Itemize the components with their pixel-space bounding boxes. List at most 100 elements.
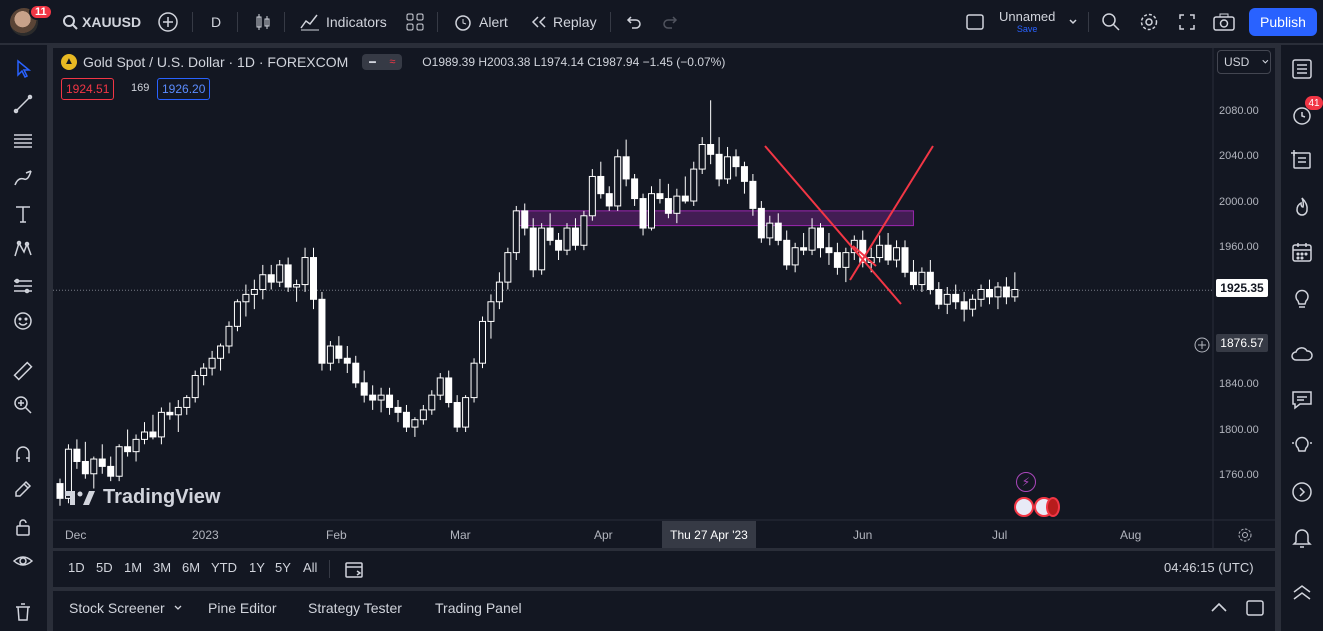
strategy-tester-tab[interactable]: Strategy Tester	[308, 600, 402, 616]
remove-drawings-tool[interactable]	[11, 600, 35, 624]
cloud-icon	[1291, 347, 1313, 361]
candle-body	[462, 397, 470, 428]
alert-label: Alert	[479, 14, 508, 30]
watchlist-button[interactable]	[1290, 57, 1314, 81]
lightbulb-icon	[1295, 289, 1309, 308]
range-3m[interactable]: 3M	[153, 560, 172, 575]
maximize-panel-icon[interactable]	[1245, 599, 1265, 617]
pattern-tool[interactable]	[11, 237, 35, 261]
redo-button[interactable]	[662, 0, 680, 44]
candle-body	[529, 227, 537, 271]
icons-tool[interactable]	[11, 309, 35, 333]
hotlists-button[interactable]	[1290, 195, 1314, 219]
divider	[329, 560, 330, 578]
tradingview-watermark[interactable]: TradingView	[65, 486, 220, 509]
bottom-panel-bar: Stock Screener Pine Editor Strategy Test…	[53, 591, 1275, 631]
candle-body	[588, 175, 596, 217]
candle-body	[808, 227, 816, 251]
stay-drawing-tool[interactable]	[11, 477, 35, 501]
compare-button[interactable]	[157, 0, 179, 44]
replay-panel-button[interactable]	[1290, 480, 1314, 504]
forecast-tool[interactable]	[11, 274, 35, 298]
range-1y[interactable]: 1Y	[249, 560, 265, 575]
ideas-button[interactable]	[1290, 286, 1314, 310]
time-label: Mar	[450, 528, 471, 542]
price-label: 1960.00	[1219, 241, 1259, 253]
indicators-button[interactable]: Indicators	[299, 0, 387, 44]
quick-search-button[interactable]	[1101, 0, 1121, 44]
text-tool[interactable]	[11, 202, 35, 226]
scale-settings-icon[interactable]	[1237, 527, 1253, 543]
us-flag-icon[interactable]	[1014, 497, 1034, 517]
goto-date-icon[interactable]	[343, 558, 365, 580]
pine-editor-tab[interactable]: Pine Editor	[208, 600, 277, 616]
cursor-tool[interactable]	[11, 57, 35, 81]
us-flag-icon[interactable]	[1046, 497, 1060, 517]
candle-body	[107, 465, 115, 477]
ohlc-values: O1989.39 H2003.38 L1974.14 C1987.94 −1.4…	[422, 55, 725, 69]
fullscreen-button[interactable]	[1178, 0, 1196, 44]
alert-button[interactable]: Alert	[452, 0, 508, 44]
chart-area[interactable]: ▲ Gold Spot / U.S. Dollar · 1D · FOREXCO…	[53, 48, 1275, 548]
settings-button[interactable]	[1139, 0, 1159, 44]
trend-line-drawing	[764, 145, 902, 305]
trend-line-tool[interactable]	[11, 92, 35, 116]
replay-button[interactable]: Replay	[530, 0, 597, 44]
gold-icon: ▲	[61, 54, 77, 70]
layout-name-button[interactable]: Unnamed Save	[999, 0, 1055, 44]
layout-menu-button[interactable]	[1068, 0, 1078, 44]
tips-button[interactable]	[1290, 433, 1314, 457]
measure-tool[interactable]	[11, 359, 35, 383]
notification-badge: 11	[29, 4, 53, 20]
layout-toggle[interactable]	[965, 0, 985, 44]
candle-body	[977, 288, 985, 300]
undo-button[interactable]	[624, 0, 642, 44]
chats-button[interactable]	[1290, 388, 1314, 412]
chevron-up-icon[interactable]	[1209, 601, 1229, 615]
alerts-button[interactable]	[1290, 103, 1314, 127]
notifications-button[interactable]	[1290, 525, 1314, 549]
range-ytd[interactable]: YTD	[211, 560, 237, 575]
fib-tool[interactable]	[11, 129, 35, 153]
templates-button[interactable]	[405, 0, 425, 44]
brush-tool[interactable]	[11, 166, 35, 190]
layout-name: Unnamed	[999, 9, 1056, 24]
symbol-title[interactable]: Gold Spot / U.S. Dollar · 1D · FOREXCOM	[83, 54, 349, 70]
sell-price[interactable]: 1924.51	[61, 78, 115, 100]
range-1d[interactable]: 1D	[68, 560, 85, 575]
interval-button[interactable]: D	[211, 0, 221, 44]
collapse-sidebar-button[interactable]	[1290, 582, 1314, 606]
price-chart[interactable]	[53, 48, 1275, 548]
trading-panel-tab[interactable]: Trading Panel	[435, 600, 522, 616]
symbol-search[interactable]: XAUUSD	[62, 0, 141, 44]
candle-body	[259, 274, 267, 290]
candle-body	[673, 195, 681, 214]
range-1m[interactable]: 1M	[124, 560, 143, 575]
currency-select[interactable]: USD	[1217, 50, 1271, 74]
chart-type-button[interactable]	[253, 0, 273, 44]
buy-price[interactable]: 1926.20	[157, 78, 211, 100]
grid-icon	[406, 13, 424, 31]
candle-body	[791, 247, 799, 266]
candle-body	[174, 406, 182, 416]
range-5y[interactable]: 5Y	[275, 560, 291, 575]
utc-clock[interactable]: 04:46:15 (UTC)	[1164, 560, 1254, 575]
candle-body	[115, 446, 123, 477]
publish-button[interactable]: Publish	[1249, 8, 1317, 36]
hide-drawings-tool[interactable]	[11, 549, 35, 573]
streams-button[interactable]	[1290, 343, 1314, 367]
range-5d[interactable]: 5D	[96, 560, 113, 575]
magnet-tool[interactable]	[11, 442, 35, 466]
add-alert-icon[interactable]	[1193, 336, 1211, 354]
zoom-in-tool[interactable]	[11, 393, 35, 417]
dividend-icon[interactable]: ⚡	[1016, 472, 1036, 492]
calendar-button[interactable]	[1290, 240, 1314, 264]
legend-toggle[interactable]: ━ ≈	[362, 54, 403, 70]
candle-body	[301, 257, 309, 286]
data-window-button[interactable]	[1290, 148, 1314, 172]
snapshot-button[interactable]	[1213, 0, 1235, 44]
range-6m[interactable]: 6M	[182, 560, 201, 575]
stock-screener-tab[interactable]: Stock Screener	[69, 591, 183, 625]
range-all[interactable]: All	[303, 560, 318, 575]
lock-tool[interactable]	[11, 515, 35, 539]
